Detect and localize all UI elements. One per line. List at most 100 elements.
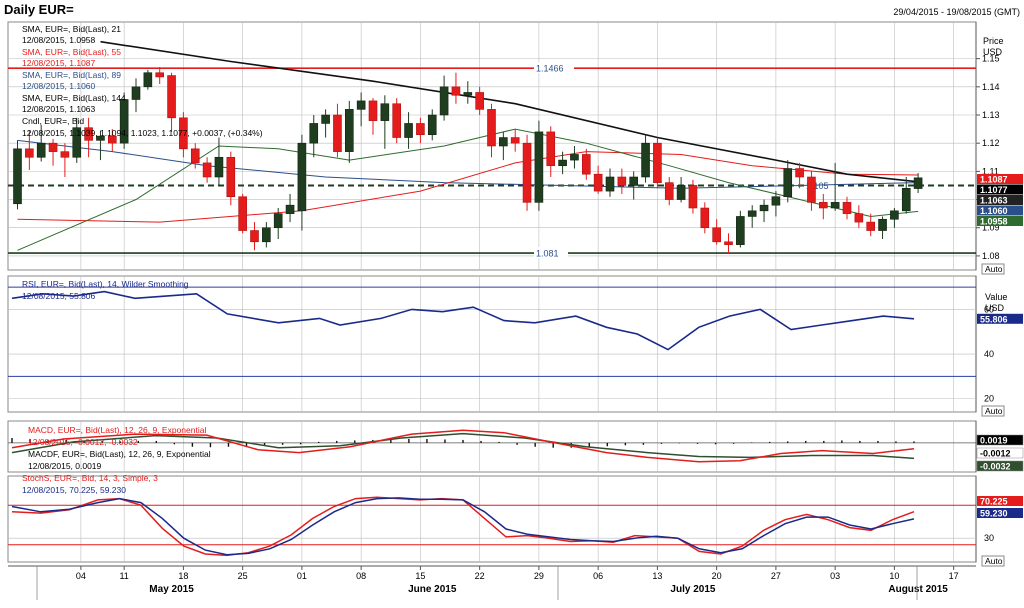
candle-body <box>570 154 579 161</box>
level-label-bg <box>534 62 574 74</box>
price-tick-label: 1.09 <box>982 223 1000 233</box>
candle-body <box>581 154 591 175</box>
x-tick-label: 08 <box>356 571 366 581</box>
pane-rsi <box>7 275 977 413</box>
price-auto-box[interactable] <box>981 263 1005 275</box>
macdf-line <box>11 432 915 460</box>
candle-body <box>404 123 413 138</box>
rsi-legend-value: 12/08/2015, 55.806 <box>22 291 96 301</box>
legend-sma89-value: 12/08/2015, 1.1060 <box>22 81 96 91</box>
candle-body <box>795 168 804 178</box>
price-axis-unit: USD <box>983 47 1003 57</box>
x-month-label: May 2015 <box>149 584 194 595</box>
candle-body <box>84 127 93 141</box>
price-tick-label: 1.11 <box>982 166 999 176</box>
price-right-label-bg <box>977 195 1023 205</box>
candle-body <box>676 185 686 200</box>
price-right-label-bg <box>977 216 1023 226</box>
candle-body <box>664 182 674 200</box>
candle-body <box>700 207 710 229</box>
legend-sma55-value: 12/08/2015, 1.1087 <box>22 58 96 68</box>
candle-body <box>262 227 271 243</box>
candle-body <box>451 86 461 96</box>
price-right-label-bg <box>977 184 1023 195</box>
sma89-line <box>17 139 919 189</box>
stoch-right-label-bg <box>977 508 1023 518</box>
x-tick-label: 13 <box>652 571 662 581</box>
candle-body <box>72 127 82 158</box>
candle-body <box>309 123 319 144</box>
legend-sma21: SMA, EUR=, Bid(Last), 21 <box>22 24 121 34</box>
candle-body <box>783 168 793 198</box>
macd-legend-value: 12/08/2015, -0.0012, -0.0032 <box>28 437 138 447</box>
candle-body <box>724 241 733 245</box>
candle-body <box>214 156 224 178</box>
candle-body <box>439 86 449 116</box>
candle-body <box>629 176 639 186</box>
price-tick-label: 1.15 <box>982 54 1000 64</box>
stoch-right-label: 70.225 <box>980 497 1008 507</box>
x-tick-label: 11 <box>119 571 128 581</box>
candle-body <box>226 156 236 198</box>
rsi-auto-box[interactable] <box>981 405 1005 417</box>
rsi-last-label: 55.806 <box>980 314 1008 324</box>
candle-body <box>427 114 437 136</box>
x-tick-label: 25 <box>238 571 248 581</box>
chart-title: Daily EUR= <box>4 2 74 17</box>
stoch-right-label: 59.230 <box>980 509 1008 519</box>
stoch-auto-box[interactable] <box>981 555 1005 567</box>
rsi-tick-label: 20 <box>984 394 994 404</box>
candle-body <box>605 176 615 192</box>
price-right-label: 1.1077 <box>980 185 1008 195</box>
x-tick-label: 17 <box>949 571 959 581</box>
rsi-tick-label: 40 <box>984 349 994 359</box>
candle-body <box>108 135 117 144</box>
legend-sma144-value: 12/08/2015, 1.1063 <box>22 104 96 114</box>
price-auto-label: Auto <box>985 264 1003 274</box>
candle-body <box>131 86 141 100</box>
candle-body <box>522 142 532 203</box>
candle-body <box>499 137 508 147</box>
stoch-d-line <box>11 497 915 556</box>
macdf-legend: MACDF, EUR=, Bid(Last), 12, 26, 9, Expon… <box>28 449 211 459</box>
macd-right-label: 0.0019 <box>980 436 1008 446</box>
x-tick-label: 06 <box>593 571 603 581</box>
x-tick-label: 27 <box>771 571 781 581</box>
stoch-right-label-bg <box>977 496 1023 506</box>
price-tick-label: 1.12 <box>982 138 1000 148</box>
candle-body <box>368 100 378 121</box>
x-month-label: June 2015 <box>408 584 457 595</box>
candle-body <box>96 135 105 141</box>
candle-body <box>416 123 425 136</box>
candle-body <box>143 72 153 88</box>
candle-body <box>273 213 283 229</box>
date-range: 29/04/2015 - 19/08/2015 (GMT) <box>893 7 1020 17</box>
rsi-axis-unit: USD <box>985 303 1005 313</box>
candle-body <box>167 75 176 119</box>
candle-body <box>344 109 354 152</box>
x-tick-label: 01 <box>297 571 307 581</box>
candle-body <box>333 114 342 152</box>
rsi-legend: RSI, EUR=, Bid(Last), 14, Wilder Smoothi… <box>22 279 189 289</box>
candle-body <box>759 204 769 212</box>
macd-right-label-bg <box>976 447 1024 459</box>
candle-body <box>25 148 34 158</box>
rsi-auto-label: Auto <box>985 406 1003 416</box>
candle-body <box>747 210 757 217</box>
candle-body <box>48 142 58 152</box>
candle-body <box>878 218 887 231</box>
x-tick-label: 10 <box>889 571 899 581</box>
macd-legend: MACD, EUR=, Bid(Last), 12, 26, 9, Expone… <box>28 425 206 435</box>
legend-sma21-value: 12/08/2015, 1.0958 <box>22 35 96 45</box>
price-axis-title: Price <box>983 36 1004 46</box>
candle-body <box>179 117 188 150</box>
candle-body <box>380 103 390 121</box>
stoch-k-line <box>11 496 915 557</box>
macd-right-label-bg <box>976 434 1024 446</box>
legend-candle: Cndl, EUR=, Bid <box>22 116 84 126</box>
x-month-label: August 2015 <box>888 584 948 595</box>
rsi-tick-label: 60 <box>984 304 994 314</box>
price-tick-label: 1.14 <box>982 82 1000 92</box>
level-label: 1.1466 <box>536 64 564 74</box>
